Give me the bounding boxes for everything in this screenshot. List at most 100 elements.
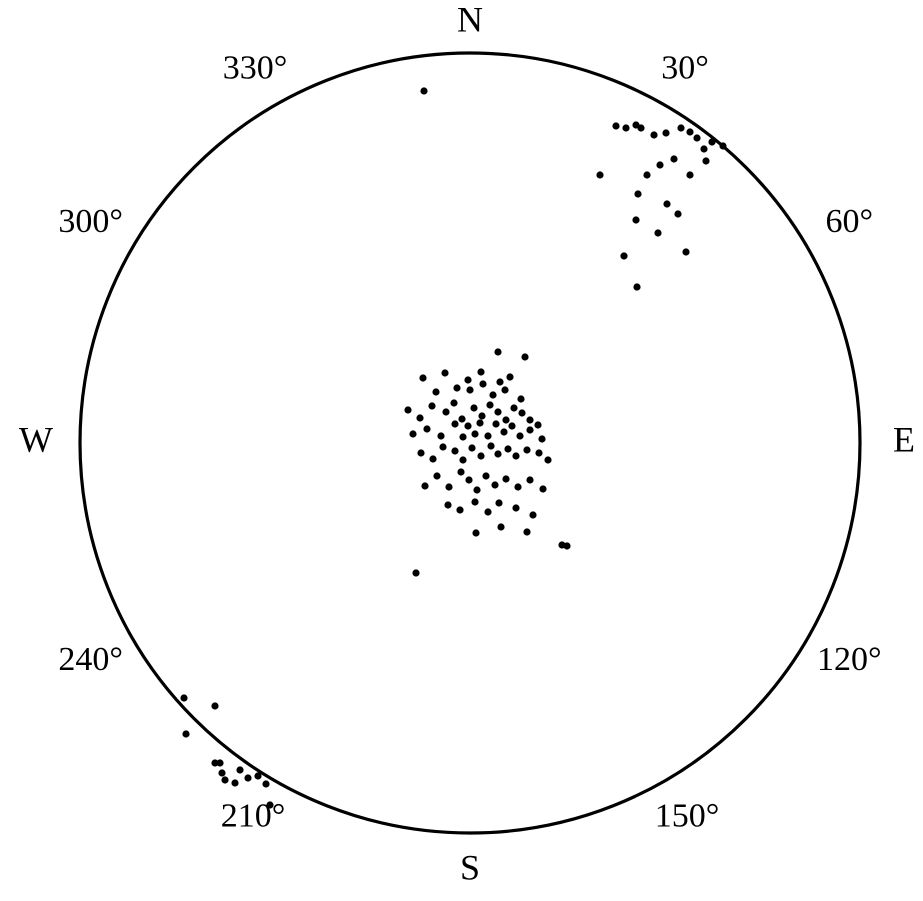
data-point <box>633 283 640 290</box>
data-point <box>494 348 501 355</box>
data-point <box>708 138 715 145</box>
label-150: 150° <box>655 798 720 835</box>
data-point <box>496 378 503 385</box>
data-point <box>492 420 499 427</box>
data-point <box>662 129 669 136</box>
data-point <box>489 391 496 398</box>
data-point <box>423 425 430 432</box>
data-point <box>502 416 509 423</box>
stereonet-chart: N E S W 30° 60° 120° 150° 210° 240° 300°… <box>0 0 923 901</box>
label-300: 300° <box>58 203 123 240</box>
data-point <box>244 774 251 781</box>
data-point <box>677 124 684 131</box>
data-point <box>686 171 693 178</box>
data-point <box>417 449 424 456</box>
data-point <box>218 769 225 776</box>
data-point <box>510 404 517 411</box>
data-point <box>538 435 545 442</box>
data-point <box>404 406 411 413</box>
data-point <box>419 374 426 381</box>
label-w: W <box>19 419 53 459</box>
data-point <box>471 430 478 437</box>
data-point <box>514 483 521 490</box>
data-point <box>534 421 541 428</box>
data-point <box>464 422 471 429</box>
data-point <box>231 779 238 786</box>
data-point <box>512 504 519 511</box>
data-point <box>428 402 435 409</box>
data-point <box>180 694 187 701</box>
data-point <box>702 157 709 164</box>
data-point <box>182 730 189 737</box>
data-point <box>637 124 644 131</box>
data-point <box>441 369 448 376</box>
data-point <box>494 408 501 415</box>
data-point <box>596 171 603 178</box>
data-point <box>504 445 511 452</box>
data-point <box>620 252 627 259</box>
data-point <box>465 476 472 483</box>
data-point <box>477 368 484 375</box>
data-point <box>453 384 460 391</box>
axis-labels: N E S W 30° 60° 120° 150° 210° 240° 300°… <box>19 0 915 887</box>
data-point <box>482 472 489 479</box>
data-point <box>486 401 493 408</box>
data-point <box>518 409 525 416</box>
data-point <box>502 475 509 482</box>
data-point <box>464 376 471 383</box>
data-point <box>539 485 546 492</box>
data-point <box>517 395 524 402</box>
data-point <box>674 210 681 217</box>
data-point <box>479 380 486 387</box>
data-point <box>670 155 677 162</box>
data-point <box>521 353 528 360</box>
data-point <box>429 455 436 462</box>
label-60: 60° <box>826 203 874 240</box>
data-points <box>180 87 726 808</box>
stereonet-circle <box>80 53 860 833</box>
data-point <box>656 161 663 168</box>
data-point <box>262 780 269 787</box>
data-point <box>409 430 416 437</box>
data-point <box>643 171 650 178</box>
data-point <box>632 216 639 223</box>
data-point <box>216 759 223 766</box>
data-point <box>466 386 473 393</box>
data-point <box>497 523 504 530</box>
data-point <box>693 134 700 141</box>
data-point <box>634 190 641 197</box>
label-n: N <box>457 0 483 39</box>
data-point <box>484 432 491 439</box>
data-point <box>526 426 533 433</box>
data-point <box>512 452 519 459</box>
data-point <box>516 432 523 439</box>
label-30: 30° <box>661 49 709 86</box>
label-240: 240° <box>58 641 123 678</box>
data-point <box>444 501 451 508</box>
data-point <box>487 442 494 449</box>
label-210: 210° <box>221 798 286 835</box>
data-point <box>663 200 670 207</box>
data-point <box>491 481 498 488</box>
data-point <box>471 498 478 505</box>
label-s: S <box>460 847 480 887</box>
data-point <box>622 124 629 131</box>
data-point <box>457 468 464 475</box>
data-point <box>526 476 533 483</box>
data-point <box>459 456 466 463</box>
data-point <box>459 433 466 440</box>
data-point <box>221 776 228 783</box>
data-point <box>236 766 243 773</box>
data-point <box>416 414 423 421</box>
data-point <box>433 472 440 479</box>
data-point <box>523 446 530 453</box>
data-point <box>451 420 458 427</box>
data-point <box>495 499 502 506</box>
label-120: 120° <box>817 641 882 678</box>
stereonet-svg: N E S W 30° 60° 120° 150° 210° 240° 300°… <box>0 0 923 901</box>
data-point <box>612 122 619 129</box>
data-point <box>650 131 657 138</box>
data-point <box>476 419 483 426</box>
data-point <box>442 408 449 415</box>
data-point <box>477 452 484 459</box>
